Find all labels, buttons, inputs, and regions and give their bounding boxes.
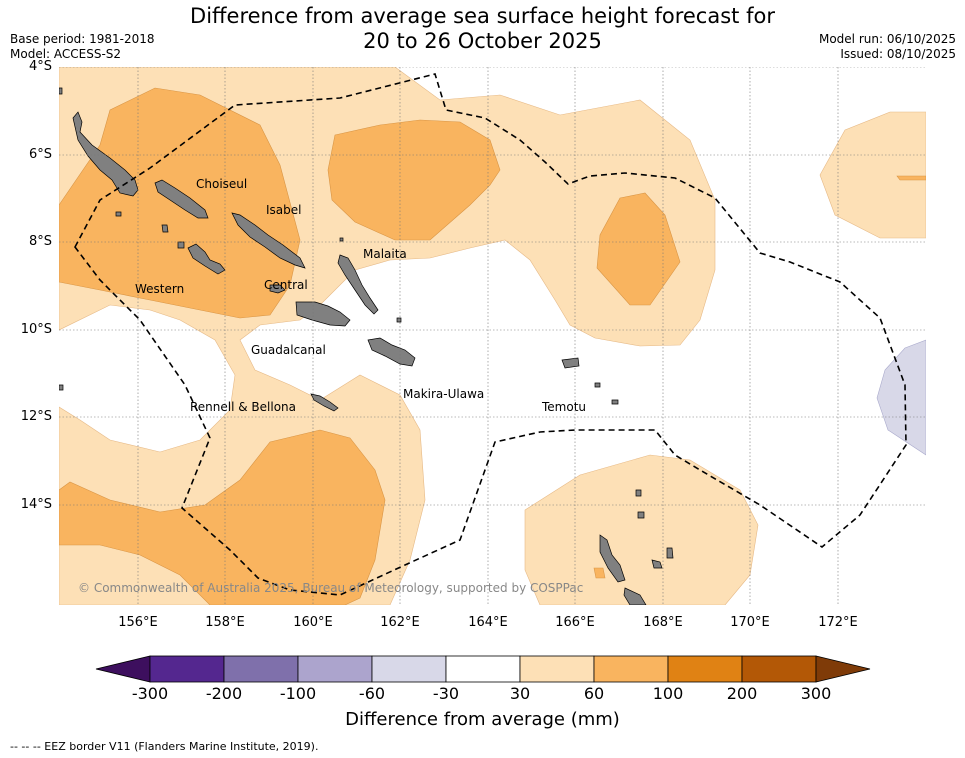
copyright-notice: © Commonwealth of Australia 2025, Bureau… [78, 581, 583, 595]
lon-label: 160°E [293, 615, 333, 630]
gridlines [59, 67, 926, 605]
colorbar-tick: 300 [800, 684, 832, 703]
colorbar-segment [445, 655, 521, 683]
colorbar-segment [593, 655, 669, 683]
eez-border [74, 73, 907, 596]
lon-label: 170°E [730, 615, 770, 630]
label-choiseul: Choiseul [196, 177, 247, 191]
map-area: Choiseul Isabel Malaita Western Central … [59, 67, 926, 605]
lat-label: 10°S [20, 322, 52, 337]
lon-label: 162°E [380, 615, 420, 630]
lon-label: 164°E [468, 615, 508, 630]
issued-date: Issued: 08/10/2025 [840, 47, 956, 61]
label-central: Central [264, 278, 308, 292]
lat-label: 14°S [20, 497, 52, 512]
label-temotu: Temotu [541, 400, 586, 414]
title-line-2: 20 to 26 October 2025 [363, 29, 602, 53]
colorbar [95, 655, 871, 683]
lon-label: 166°E [555, 615, 595, 630]
colorbar-tick: -100 [279, 684, 317, 703]
lat-label: 8°S [28, 234, 52, 249]
colorbar-tick: -60 [358, 684, 386, 703]
colorbar-title: Difference from average (mm) [345, 709, 620, 730]
province-labels: Choiseul Isabel Malaita Western Central … [78, 177, 586, 595]
colorbar-tick: -30 [432, 684, 460, 703]
eez-legend: -- -- -- EEZ border V11 (Flanders Marine… [10, 740, 319, 753]
colorbar-tick: 100 [652, 684, 684, 703]
anomaly-negative-fill [876, 339, 926, 456]
chart-title: Difference from average sea surface heig… [0, 4, 965, 54]
label-isabel: Isabel [266, 203, 301, 217]
colorbar-segment [741, 655, 817, 683]
colorbar-segment [519, 655, 595, 683]
colorbar-segment [223, 655, 299, 683]
label-guadalcanal: Guadalcanal [251, 343, 326, 357]
colorbar-segment [667, 655, 743, 683]
label-western: Western [135, 282, 184, 296]
colorbar-segment [297, 655, 373, 683]
base-period: Base period: 1981-2018 [10, 32, 155, 46]
label-malaita: Malaita [363, 247, 407, 261]
land-islands [59, 87, 674, 605]
lat-label: 4°S [28, 59, 52, 74]
model-run: Model run: 06/10/2025 [818, 32, 956, 46]
colorbar-segment [149, 655, 225, 683]
lon-label: 158°E [205, 615, 245, 630]
lon-label: 172°E [818, 615, 858, 630]
model-name: Model: ACCESS-S2 [10, 47, 122, 61]
lon-label: 156°E [118, 615, 158, 630]
colorbar-tick: -300 [131, 684, 169, 703]
colorbar-segment [371, 655, 447, 683]
colorbar-segment [815, 655, 871, 683]
title-line-1: Difference from average sea surface heig… [190, 4, 775, 28]
label-rennell-bellona: Rennell & Bellona [190, 400, 296, 414]
colorbar-tick: 200 [726, 684, 758, 703]
metadata-right: Model run: 06/10/2025 Issued: 08/10/2025 [819, 32, 956, 62]
lon-label: 168°E [643, 615, 683, 630]
label-makira-ulawa: Makira-Ulawa [403, 387, 484, 401]
colorbar-segment [95, 655, 151, 683]
metadata-left: Base period: 1981-2018 Model: ACCESS-S2 [10, 32, 155, 62]
colorbar-tick: 60 [583, 684, 605, 703]
lat-label: 6°S [28, 147, 52, 162]
colorbar-tick: -200 [205, 684, 243, 703]
lat-label: 12°S [20, 409, 52, 424]
colorbar-tick: 30 [509, 684, 531, 703]
